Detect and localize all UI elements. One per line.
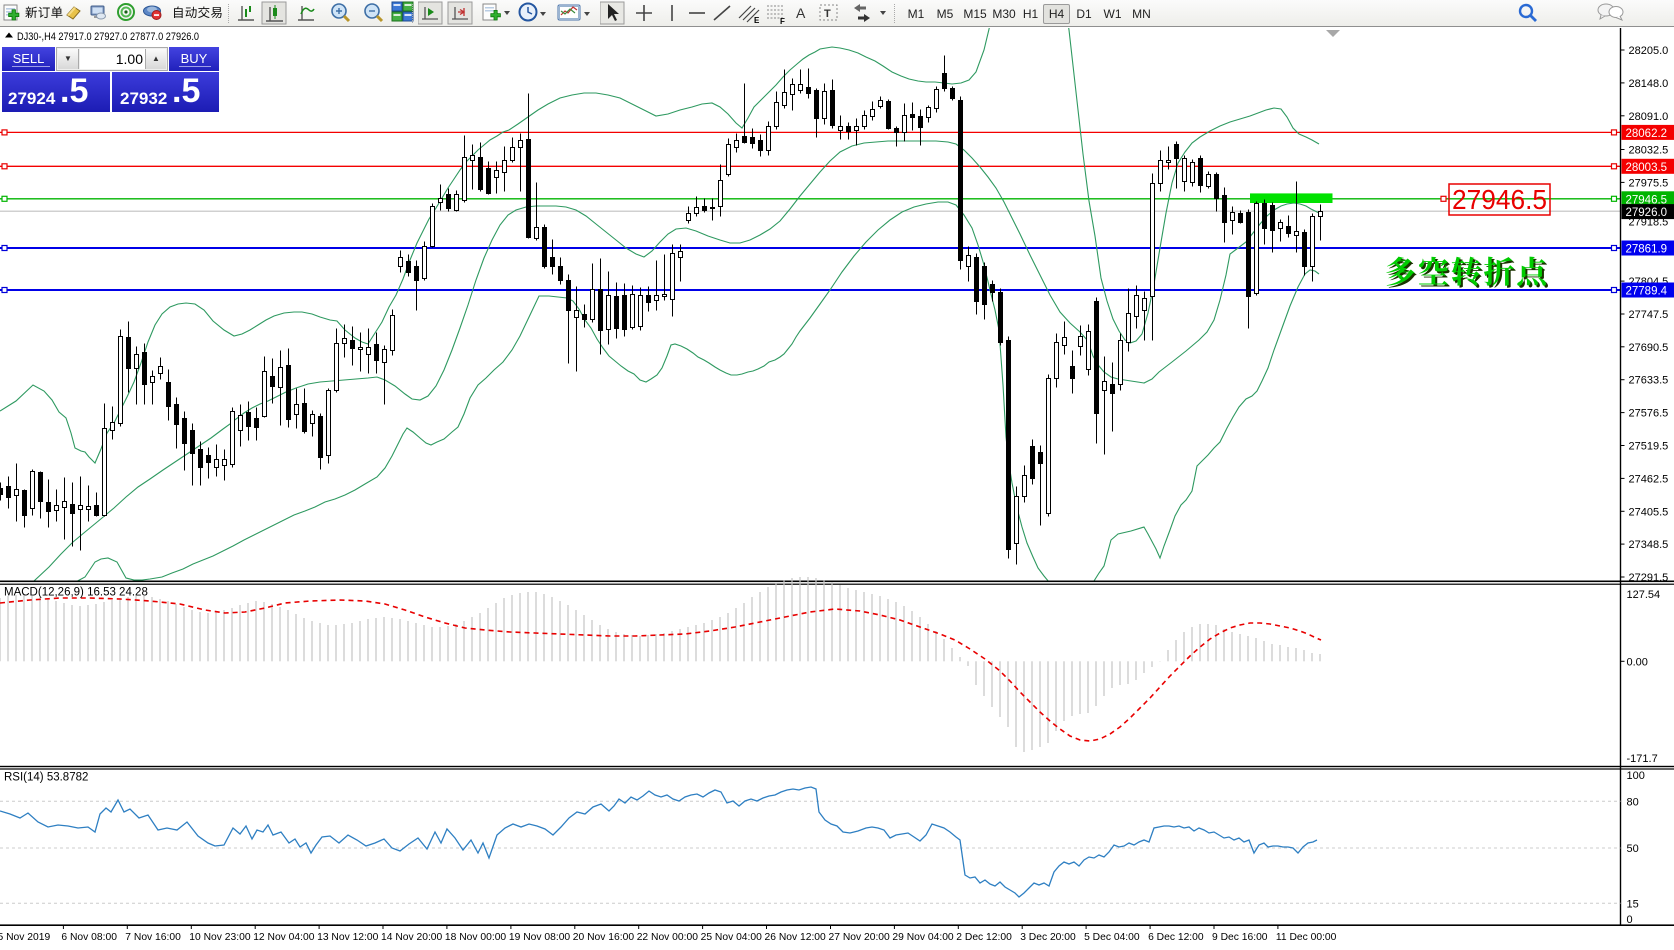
svg-text:27926.0: 27926.0 [1626,207,1668,219]
svg-text:18 Nov 00:00: 18 Nov 00:00 [445,932,507,943]
svg-text:27291.5: 27291.5 [1629,572,1669,584]
svg-text:27946.5: 27946.5 [1626,194,1668,206]
svg-text:28148.0: 28148.0 [1629,78,1669,90]
svg-text:0.00: 0.00 [1627,656,1648,668]
svg-text:20 Nov 16:00: 20 Nov 16:00 [573,932,635,943]
svg-text:27519.5: 27519.5 [1629,441,1669,453]
svg-text:127.54: 127.54 [1627,589,1661,601]
svg-text:27633.5: 27633.5 [1629,375,1669,387]
svg-text:27861.9: 27861.9 [1626,244,1668,256]
svg-text:100: 100 [1627,770,1645,782]
svg-text:-171.7: -171.7 [1627,753,1658,765]
svg-text:15: 15 [1627,898,1639,910]
svg-text:27348.5: 27348.5 [1629,539,1669,551]
svg-text:DJ30-,H4 27917.0 27927.0 2787: DJ30-,H4 27917.0 27927.0 27877.0 27926.0 [17,31,199,43]
svg-text:50: 50 [1627,843,1639,855]
svg-text:27 Nov 20:00: 27 Nov 20:00 [829,932,891,943]
svg-text:27405.5: 27405.5 [1629,506,1669,518]
svg-text:27576.5: 27576.5 [1629,408,1669,420]
svg-text:6 Dec 12:00: 6 Dec 12:00 [1148,932,1204,943]
svg-text:27789.4: 27789.4 [1626,286,1668,298]
svg-text:28091.0: 28091.0 [1629,111,1669,123]
svg-text:5 Dec 04:00: 5 Dec 04:00 [1084,932,1140,943]
svg-text:28062.2: 28062.2 [1626,128,1668,140]
svg-text:F: F [780,17,785,26]
svg-text:2 Dec 12:00: 2 Dec 12:00 [956,932,1012,943]
svg-text:6 Nov 08:00: 6 Nov 08:00 [61,932,117,943]
svg-text:27918.5: 27918.5 [1629,217,1669,229]
svg-text:RSI(14) 53.8782: RSI(14) 53.8782 [4,772,88,784]
svg-text:80: 80 [1627,796,1639,808]
svg-text:22 Nov 00:00: 22 Nov 00:00 [637,932,699,943]
svg-text:14 Nov 20:00: 14 Nov 20:00 [381,932,443,943]
svg-text:27462.5: 27462.5 [1629,473,1669,485]
svg-text:3 Dec 20:00: 3 Dec 20:00 [1020,932,1076,943]
svg-text:19 Nov 08:00: 19 Nov 08:00 [509,932,571,943]
svg-text:A: A [796,5,806,21]
svg-text:5 Nov 2019: 5 Nov 2019 [0,932,50,943]
svg-text:10 Nov 23:00: 10 Nov 23:00 [189,932,251,943]
svg-text:13 Nov 12:00: 13 Nov 12:00 [317,932,379,943]
svg-text:28003.5: 28003.5 [1626,162,1668,174]
svg-text:12 Nov 04:00: 12 Nov 04:00 [253,932,315,943]
svg-text:T: T [824,8,831,20]
svg-text:E: E [754,16,760,25]
svg-text:28205.0: 28205.0 [1629,45,1669,57]
svg-text:0: 0 [1627,914,1633,926]
svg-text:7 Nov 16:00: 7 Nov 16:00 [125,932,181,943]
svg-text:27975.5: 27975.5 [1629,177,1669,189]
svg-text:11 Dec 00:00: 11 Dec 00:00 [1276,932,1337,943]
svg-text:27946.5: 27946.5 [1452,184,1547,215]
svg-text:28032.5: 28032.5 [1629,145,1669,157]
svg-text:9 Dec 16:00: 9 Dec 16:00 [1212,932,1268,943]
svg-text:25 Nov 04:00: 25 Nov 04:00 [701,932,763,943]
svg-text:26 Nov 12:00: 26 Nov 12:00 [765,932,827,943]
svg-text:27747.5: 27747.5 [1629,309,1669,321]
svg-text:27690.5: 27690.5 [1629,342,1669,354]
svg-text:MACD(12,26,9) 16.53 24.28: MACD(12,26,9) 16.53 24.28 [4,587,148,599]
svg-text:29 Nov 04:00: 29 Nov 04:00 [892,932,954,943]
